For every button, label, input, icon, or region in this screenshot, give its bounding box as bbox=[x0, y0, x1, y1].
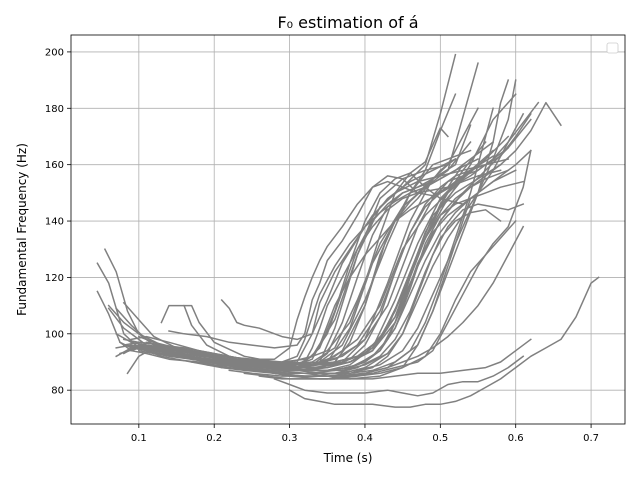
y-tick-label: 160 bbox=[45, 160, 64, 171]
series-line-44 bbox=[258, 149, 532, 380]
series-line-49 bbox=[303, 338, 532, 380]
series-line-48 bbox=[288, 276, 600, 408]
series-line-47 bbox=[273, 355, 525, 397]
x-axis-label: Time (s) bbox=[323, 451, 373, 465]
y-tick-label: 100 bbox=[45, 329, 64, 340]
y-axis-ticks: 80 100 120 140 160 180 200 bbox=[45, 47, 71, 397]
chart-title: F₀ estimation of á bbox=[277, 13, 418, 32]
x-tick-label: 0.2 bbox=[206, 433, 222, 444]
grid-lines bbox=[71, 35, 625, 424]
y-tick-label: 80 bbox=[51, 386, 64, 397]
series-line-45 bbox=[273, 352, 389, 375]
series-line-19 bbox=[107, 127, 449, 363]
x-tick-label: 0.3 bbox=[282, 433, 298, 444]
series-line-42 bbox=[198, 197, 472, 380]
y-tick-label: 120 bbox=[45, 273, 64, 284]
series-line-21 bbox=[122, 172, 464, 366]
x-tick-label: 0.7 bbox=[583, 433, 599, 444]
legend-box bbox=[606, 42, 619, 54]
x-tick-label: 0.5 bbox=[432, 433, 448, 444]
y-tick-label: 140 bbox=[45, 217, 64, 228]
y-tick-label: 180 bbox=[45, 104, 64, 115]
x-axis-ticks: 0.1 0.2 0.3 0.4 0.5 0.6 0.7 bbox=[131, 424, 599, 444]
series-lines bbox=[96, 53, 600, 408]
plot-area bbox=[70, 34, 626, 425]
y-tick-label: 200 bbox=[45, 47, 64, 58]
series-line-17 bbox=[220, 158, 510, 341]
x-tick-label: 0.4 bbox=[357, 433, 373, 444]
x-tick-label: 0.6 bbox=[508, 433, 524, 444]
series-line-30 bbox=[122, 163, 464, 360]
series-line-46 bbox=[251, 225, 525, 377]
y-axis-label: Fundamental Frequency (Hz) bbox=[15, 143, 29, 316]
series-line-22 bbox=[130, 141, 472, 369]
series-line-31 bbox=[130, 141, 495, 363]
x-tick-label: 0.1 bbox=[131, 433, 147, 444]
